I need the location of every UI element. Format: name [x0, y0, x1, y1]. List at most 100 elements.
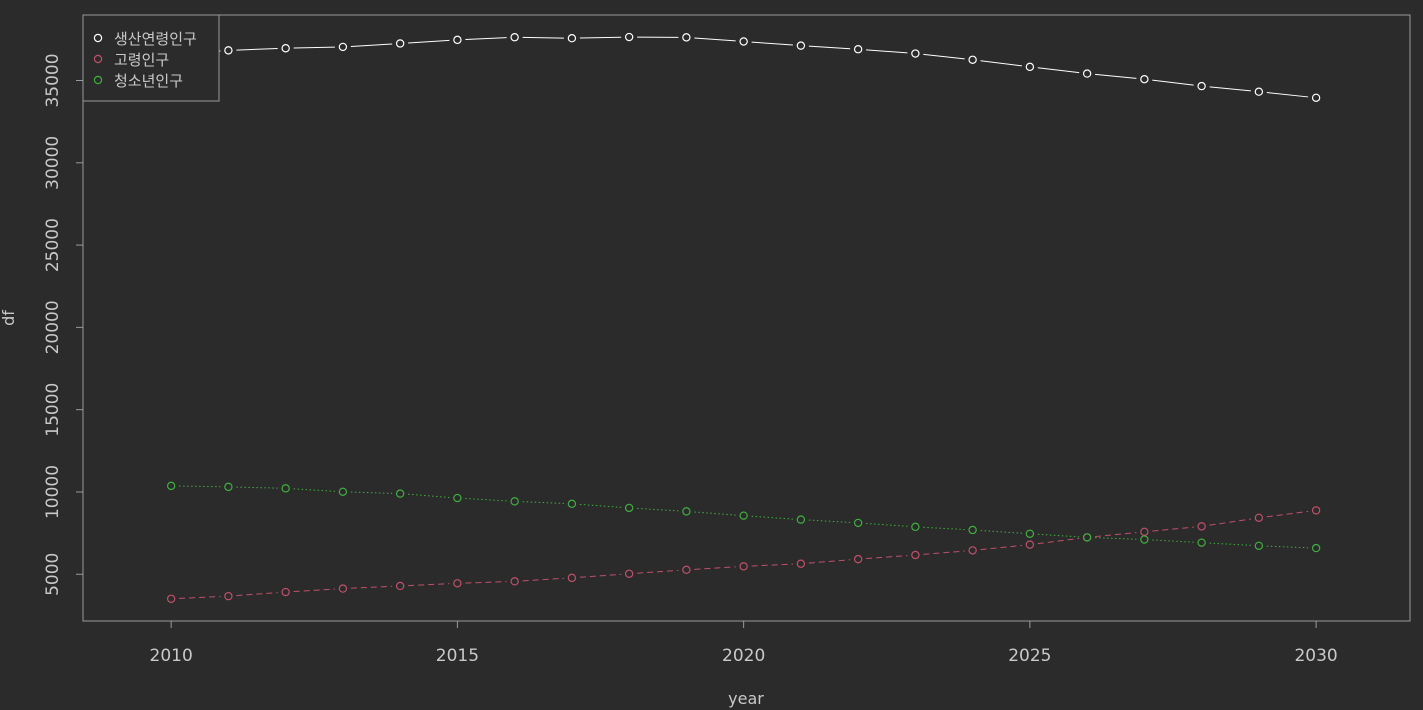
series-0-segment — [1209, 86, 1251, 92]
legend-label-0: 생산연령인구 — [114, 30, 197, 48]
series-1-segment — [350, 585, 393, 589]
series-2-segment — [236, 486, 278, 489]
legend-box — [82, 14, 220, 102]
series-1-point — [281, 587, 290, 597]
series-1-segment — [408, 583, 450, 587]
series-1-point — [1197, 522, 1206, 531]
series-1-point — [853, 554, 863, 564]
series-0-point — [853, 45, 863, 54]
series-0-segment — [522, 36, 564, 39]
series-2-segment — [923, 526, 965, 531]
x-axis-title: year — [728, 689, 764, 708]
series-1-point — [166, 594, 176, 603]
series-2-segment — [579, 503, 622, 508]
legend-label-2: 청소년인구 — [114, 72, 183, 90]
series-1-segment — [808, 559, 851, 564]
series-2-point — [1025, 529, 1035, 538]
series-0-point — [624, 32, 634, 42]
series-0-segment — [465, 37, 507, 40]
series-1-point — [1025, 540, 1035, 549]
series-2-point — [1140, 535, 1149, 544]
series-1-point — [1254, 513, 1264, 523]
series-1-segment — [1266, 510, 1309, 518]
series-0-point — [911, 49, 920, 58]
series-1-segment — [637, 569, 679, 574]
series-2-segment — [293, 488, 335, 492]
series-1-segment — [179, 596, 221, 599]
series-2-point — [1082, 533, 1092, 542]
series-1-segment — [465, 581, 507, 584]
series-1-segment — [923, 550, 965, 555]
series-2-point — [166, 481, 176, 491]
series-2-point — [453, 493, 462, 503]
series-0-point — [1082, 69, 1092, 78]
series-0-segment — [923, 53, 965, 60]
series-2-point — [1254, 541, 1264, 550]
series-0-segment — [408, 39, 450, 44]
series-1-point — [739, 562, 748, 571]
legend: 생산연령인구 고령인구 청소년인구 — [82, 14, 220, 102]
series-0-point — [281, 44, 290, 53]
series-1-point — [338, 584, 348, 593]
x-tick-label: 2025 — [1008, 646, 1051, 666]
series-1-point — [624, 569, 634, 578]
x-tick-label: 2010 — [150, 646, 193, 666]
series-0-point — [1140, 74, 1149, 84]
series-0-point — [567, 34, 577, 43]
y-tick-label: 10000 — [43, 465, 63, 519]
series-0-segment — [694, 37, 736, 42]
series-2-segment — [751, 515, 793, 520]
series-0-segment — [236, 48, 278, 51]
series-2-point — [1197, 538, 1206, 547]
series-layer — [166, 32, 1321, 603]
series-1-segment — [980, 544, 1022, 551]
series-1 — [166, 506, 1321, 603]
series-2-point — [567, 499, 577, 509]
series-1-point — [510, 577, 519, 586]
series-2-point — [1311, 543, 1321, 553]
x-tick-label: 2020 — [722, 646, 765, 666]
series-0-point — [224, 46, 233, 55]
series-2-segment — [808, 519, 851, 523]
series-2-point — [510, 497, 519, 506]
series-0-segment — [293, 46, 335, 49]
y-tick-label: 35000 — [43, 53, 63, 107]
series-0-segment — [1266, 92, 1309, 98]
series-2-segment — [1152, 539, 1194, 543]
series-2-point — [224, 482, 233, 492]
series-2-segment — [522, 501, 564, 504]
series-2-segment — [1209, 542, 1251, 546]
series-1-point — [1140, 527, 1149, 536]
series-2-point — [281, 484, 290, 493]
series-0-segment — [866, 49, 908, 54]
series-0-segment — [350, 43, 393, 47]
series-2-point — [395, 489, 405, 498]
series-1-segment — [522, 577, 564, 582]
series-2-segment — [465, 498, 507, 502]
series-0-point — [796, 41, 806, 50]
series-1-segment — [1152, 526, 1194, 532]
y-tick-label: 20000 — [43, 300, 63, 354]
x-tick-label: 2015 — [436, 646, 479, 666]
series-0-point — [1197, 81, 1206, 91]
axes: 2010 2015 2020 2025 2030 5000 10000 15000 20000 2… — [43, 53, 1338, 666]
legend-label-1: 고령인구 — [114, 51, 169, 69]
y-axis-title: df — [0, 310, 18, 326]
series-1-point — [567, 573, 577, 583]
series-0-point — [1311, 93, 1321, 102]
series-1-segment — [579, 573, 622, 578]
series-2-segment — [1095, 537, 1137, 540]
plot-frame — [82, 14, 1411, 622]
series-2-segment — [1266, 545, 1309, 549]
series-2-point — [682, 507, 691, 516]
series-0-segment — [808, 45, 851, 50]
series-2-point — [338, 487, 348, 497]
series-1-point — [911, 550, 920, 560]
series-1-segment — [1037, 537, 1080, 545]
series-2-segment — [1037, 533, 1080, 538]
series-0-segment — [751, 41, 793, 46]
series-0-segment — [1037, 67, 1080, 74]
legend-marker-0 — [93, 33, 103, 43]
series-1-point — [682, 565, 691, 575]
series-2-segment — [408, 493, 450, 498]
